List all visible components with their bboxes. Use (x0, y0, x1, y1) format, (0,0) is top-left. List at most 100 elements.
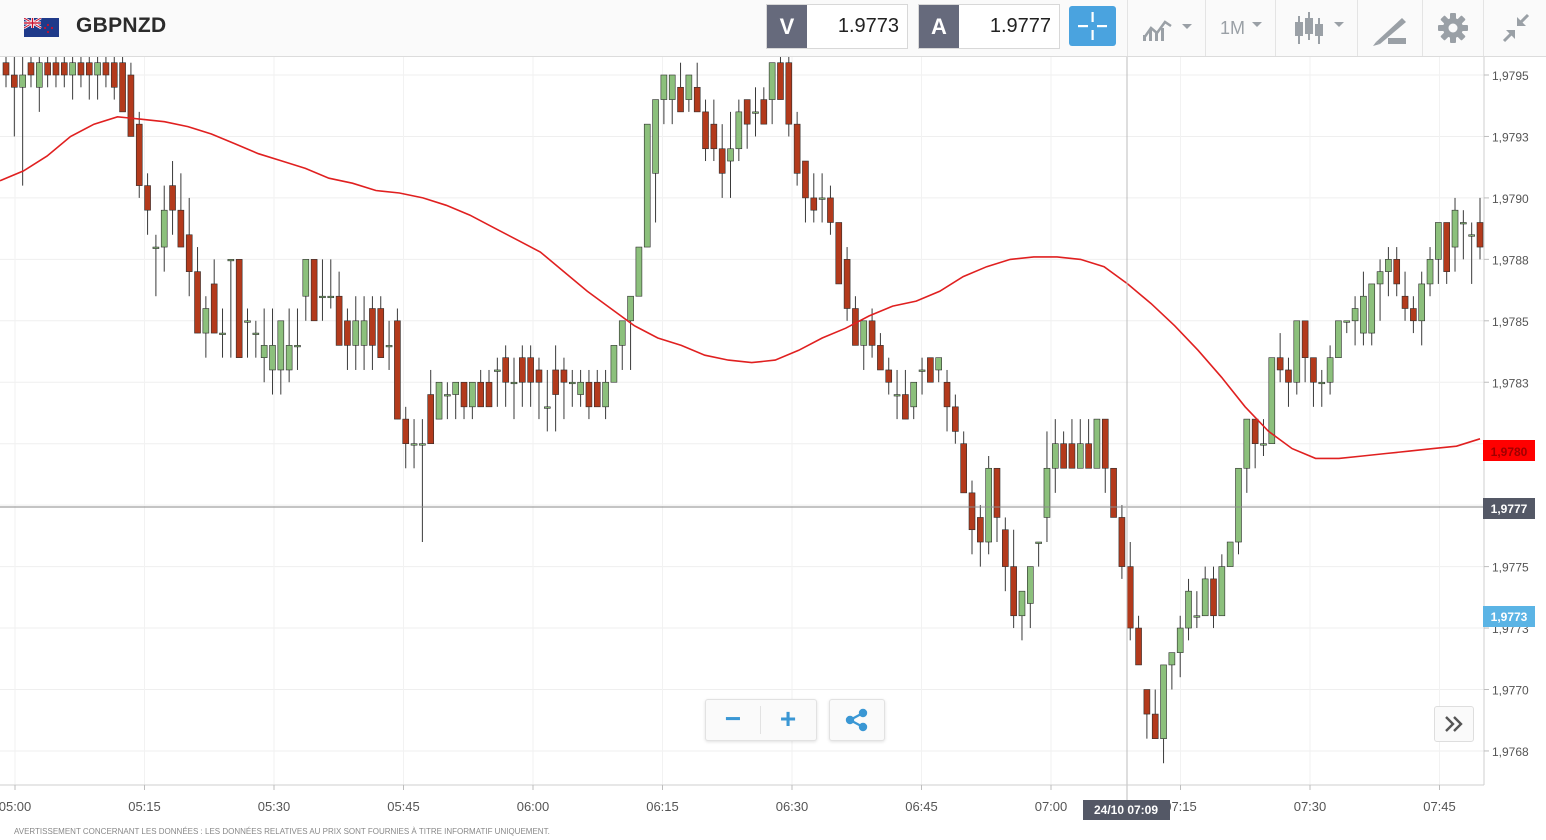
candle (1226, 541, 1234, 567)
candle (110, 38, 118, 100)
sell-price-button[interactable]: V 1.9773 (766, 4, 908, 49)
share-button[interactable] (829, 699, 885, 741)
candle (910, 381, 918, 420)
candle (1176, 615, 1184, 678)
candle (169, 161, 176, 235)
candle (144, 173, 151, 235)
candle-body (269, 345, 276, 371)
scroll-to-latest-button[interactable] (1434, 706, 1474, 742)
candle (327, 259, 335, 309)
candle-body (802, 160, 809, 199)
candle (352, 296, 360, 370)
candle-body (610, 345, 618, 383)
candle (36, 38, 43, 112)
buy-price: 1.9777 (989, 15, 1051, 37)
candle (1018, 590, 1026, 641)
candle-body (102, 62, 110, 76)
candle-style-button[interactable] (1275, 0, 1357, 56)
candle-body (1293, 320, 1301, 383)
candle-body (1435, 222, 1442, 260)
candle-body (310, 259, 318, 322)
candle-body (977, 517, 984, 543)
candle-body (144, 185, 151, 211)
chart-toolbar: GBPNZD V 1.9773 A 1.9777 1M (0, 0, 1546, 57)
crosshair-icon (1078, 12, 1107, 40)
candle-body (277, 320, 285, 371)
candle-body (743, 99, 751, 125)
candle-body (660, 74, 668, 100)
candle (627, 295, 634, 370)
candle (385, 320, 393, 370)
ask-price-label: 1,9777 (1491, 502, 1528, 516)
candle (1268, 357, 1276, 445)
candle-body (577, 381, 584, 395)
crosshair-button[interactable] (1069, 6, 1116, 46)
candle (1310, 357, 1317, 407)
price-chart[interactable]: 1,9795 1,9793 1,9790 1,9788 1,9785 1,9783 1,97… (0, 38, 1546, 835)
candle-body (1335, 320, 1342, 358)
candle-body (618, 320, 626, 346)
candle-body (535, 369, 543, 383)
candle-body (36, 62, 43, 88)
timeframe-selector[interactable]: 1M (1205, 0, 1275, 56)
collapse-button[interactable] (1483, 0, 1546, 56)
candle-body (1126, 566, 1134, 629)
candle (1301, 320, 1309, 383)
candle-body (160, 209, 168, 248)
zoom-in-button[interactable]: + (779, 703, 797, 734)
candle-body (169, 185, 176, 211)
sell-label: V (767, 5, 807, 48)
collapse-icon (1502, 13, 1530, 43)
candles (2, 38, 1484, 764)
candle-body (1343, 320, 1351, 323)
candle-body (960, 443, 967, 494)
moving-average-line (0, 115, 1481, 460)
candle-body (1376, 271, 1384, 285)
candle-body (968, 492, 976, 531)
horizontal-gridlines (0, 74, 1484, 752)
candle-body (877, 345, 884, 371)
candle-body (427, 394, 435, 445)
candle-body (902, 394, 909, 420)
candle (227, 259, 235, 358)
candle-body (710, 123, 718, 150)
candle (1126, 542, 1134, 641)
candle (885, 357, 893, 395)
candle (1393, 247, 1401, 297)
candle (52, 38, 60, 88)
y-tick-label: 1,9768 (1492, 745, 1529, 759)
bid-price-marker-bg (1483, 606, 1535, 627)
candle-body (1018, 590, 1026, 617)
settings-button[interactable] (1422, 0, 1483, 56)
candle-body (152, 246, 160, 249)
candle-body (768, 62, 776, 100)
candle (1135, 615, 1142, 666)
candle (1151, 689, 1159, 739)
candle-body (77, 62, 85, 76)
candle-body (1301, 320, 1309, 358)
candle-body (1068, 443, 1076, 469)
y-tick-label: 1,9790 (1492, 192, 1529, 206)
candle-body (1443, 222, 1450, 272)
timeframe-dropdown: 1M (1220, 18, 1262, 38)
candle (827, 185, 834, 235)
candle-body (1176, 627, 1184, 653)
candle (1235, 467, 1242, 555)
buy-price-button[interactable]: A 1.9777 (918, 4, 1060, 49)
candle-body (835, 222, 843, 285)
candle-body (19, 74, 26, 88)
candle-body (444, 394, 451, 397)
candlestick-chart[interactable]: 1,9795 1,9793 1,9790 1,9788 1,9785 1,9783 1,97… (0, 38, 1546, 835)
zoom-out-button[interactable]: − (724, 703, 742, 734)
candle-body (1210, 578, 1217, 617)
candle (277, 320, 285, 395)
candle (452, 381, 459, 420)
candle (252, 320, 260, 358)
candle (893, 369, 901, 420)
chart-type-button[interactable] (1127, 0, 1205, 56)
candle-body (1160, 664, 1167, 739)
candle (993, 467, 1001, 543)
drawing-tools-button[interactable] (1357, 0, 1422, 56)
candle (1368, 283, 1376, 346)
candle (335, 271, 343, 346)
